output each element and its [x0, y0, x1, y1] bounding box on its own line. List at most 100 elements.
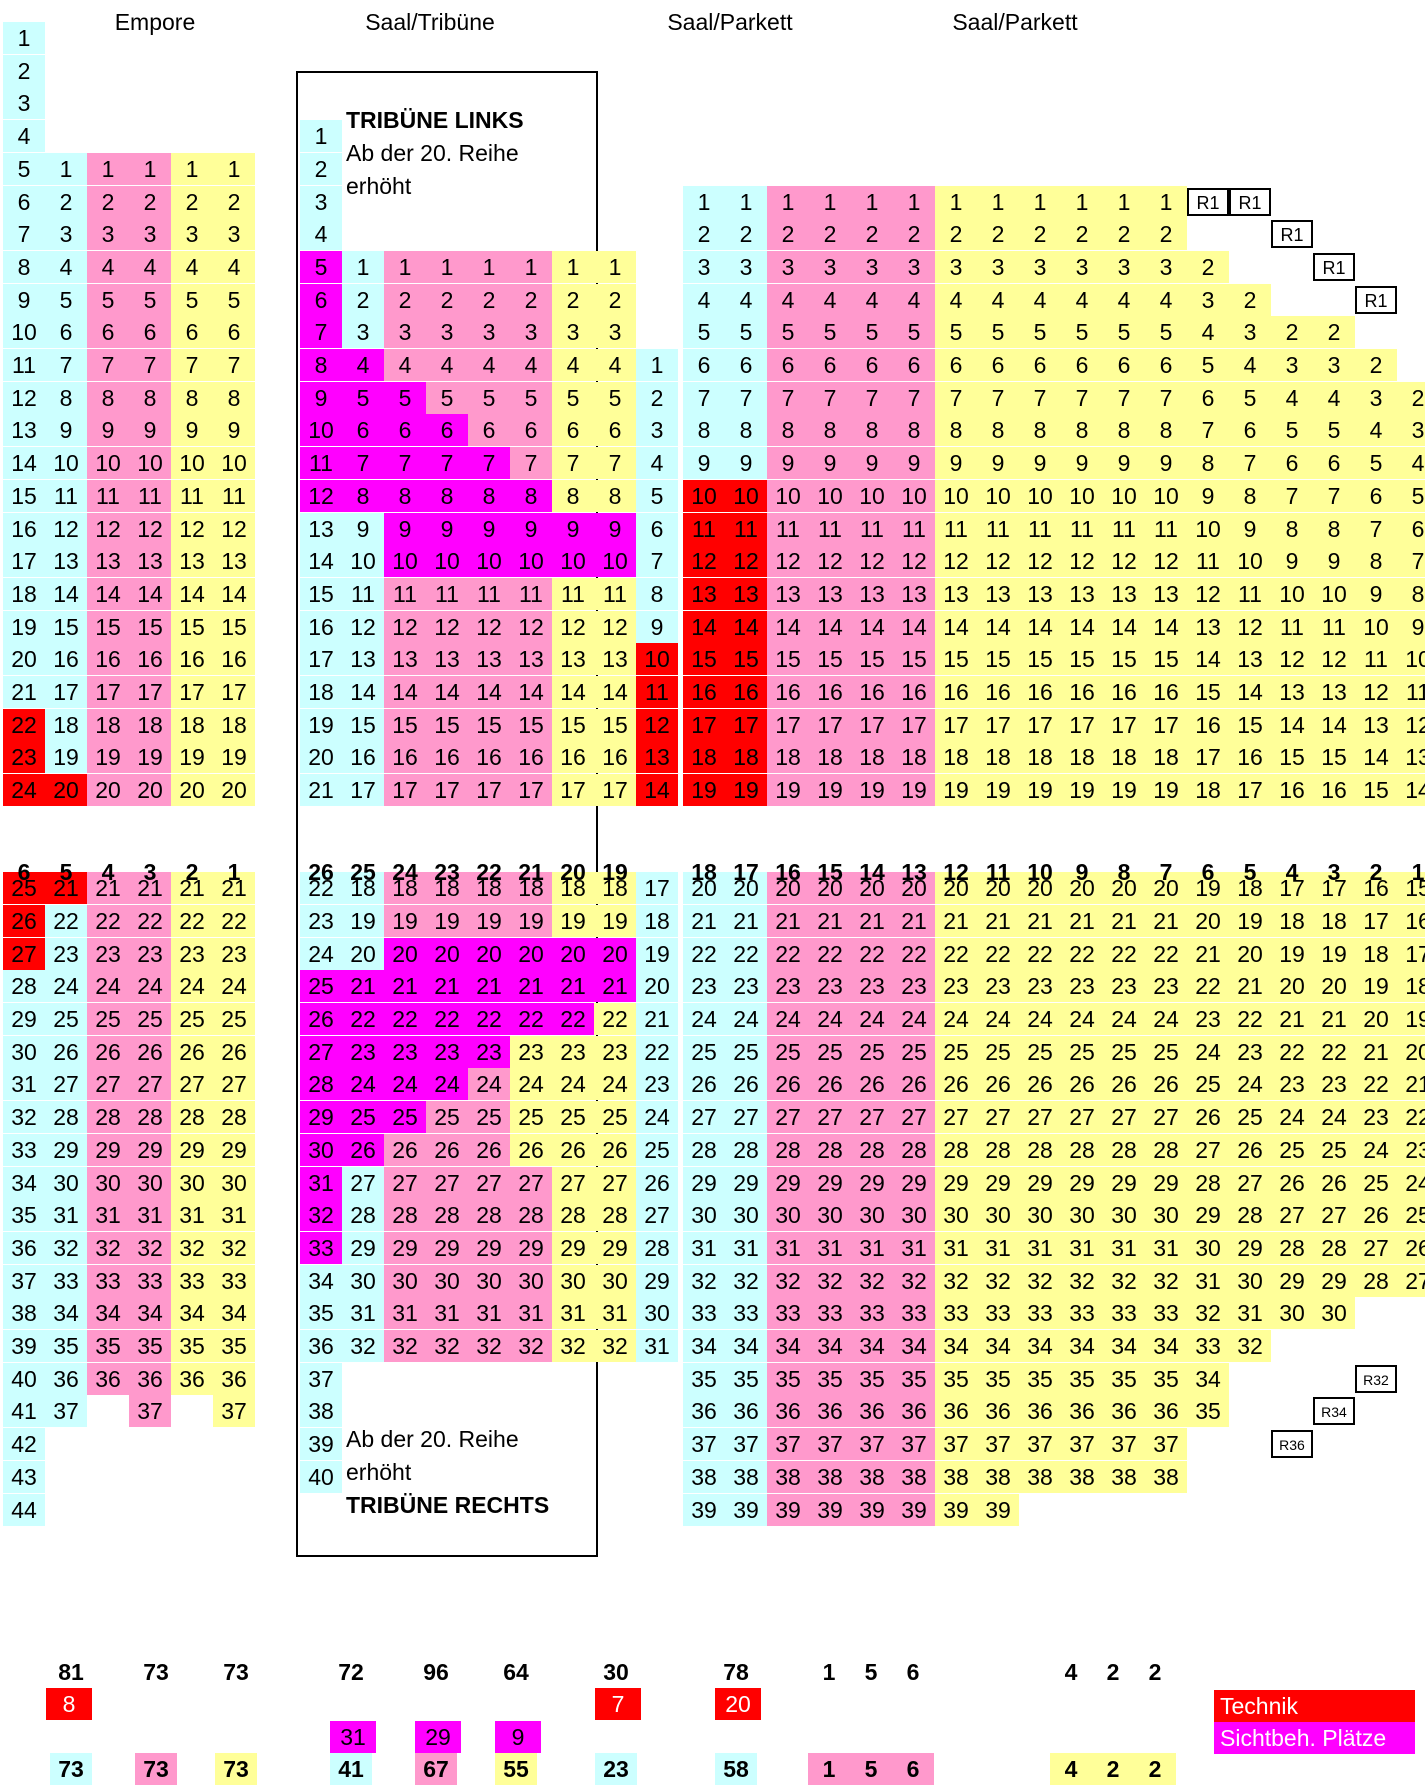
- seat: 8: [1355, 545, 1397, 578]
- seat: 5: [510, 381, 552, 414]
- seat: 16: [510, 741, 552, 774]
- seat: 36: [935, 1395, 977, 1428]
- seat: 24: [893, 1003, 935, 1035]
- seat: 26: [45, 1035, 87, 1068]
- seat: 29: [45, 1133, 87, 1166]
- seat: 27: [1397, 1264, 1425, 1297]
- seat: 18: [468, 872, 510, 905]
- seat: 34: [87, 1297, 129, 1330]
- seat: 13: [552, 643, 594, 676]
- seat: 15: [893, 643, 935, 676]
- seat: 2: [510, 283, 552, 316]
- seat: 30: [87, 1166, 129, 1199]
- block-header-seat: 16: [775, 858, 801, 885]
- seat: 18: [171, 708, 213, 741]
- seat: 1: [1145, 185, 1187, 218]
- reserved-seat-marker: R1: [1271, 220, 1313, 249]
- seat: 3: [1145, 250, 1187, 283]
- seat: 4: [468, 349, 510, 381]
- seat: 11: [552, 577, 594, 610]
- seat: 14: [935, 610, 977, 643]
- seat: 23: [1397, 1133, 1425, 1166]
- seat: 26: [1019, 1068, 1061, 1101]
- seat: 27: [809, 1101, 851, 1134]
- seat: 30: [1145, 1199, 1187, 1232]
- seat: 21: [468, 970, 510, 1003]
- seat: 24: [977, 1003, 1019, 1035]
- seat: 23: [45, 937, 87, 970]
- seat: 24: [851, 1003, 893, 1035]
- seat: 21: [809, 904, 851, 937]
- seat: 10: [1103, 479, 1145, 512]
- seat: 6: [129, 316, 171, 349]
- total-available: 73: [215, 1753, 257, 1785]
- seat: 17: [1103, 708, 1145, 741]
- seat: 21: [1355, 1035, 1397, 1068]
- seat: 25: [1229, 1101, 1271, 1134]
- seat: 18: [1061, 741, 1103, 774]
- block-header-seat: 1: [227, 858, 241, 885]
- seat: 20: [1397, 1035, 1425, 1068]
- seat: 29: [426, 1231, 468, 1264]
- reserved-seat-marker: R1: [1187, 187, 1229, 216]
- seat: 28: [552, 1199, 594, 1232]
- seat: 31: [636, 1330, 678, 1362]
- total-available: 73: [135, 1753, 177, 1785]
- total-available: 1: [808, 1753, 850, 1785]
- block-header-seat: 19: [602, 858, 628, 885]
- seat: 29: [213, 1133, 255, 1166]
- seat: 8: [683, 414, 725, 447]
- tribune-row-number: 40: [300, 1460, 342, 1493]
- seat: 14: [977, 610, 1019, 643]
- total-capacity: 4: [1064, 1659, 1078, 1685]
- seat: 31: [468, 1297, 510, 1330]
- seat: 4: [1019, 283, 1061, 316]
- seat: 18: [809, 741, 851, 774]
- seat: 17: [767, 708, 809, 741]
- seat: 32: [851, 1264, 893, 1297]
- empore-row-number: 4: [3, 120, 45, 153]
- seat: 7: [1271, 479, 1313, 512]
- seat: 13: [767, 577, 809, 610]
- seat: 39: [893, 1493, 935, 1526]
- seat: 6: [1061, 349, 1103, 381]
- seat: 25: [594, 1101, 636, 1134]
- seat: 24: [1061, 1003, 1103, 1035]
- seat: 29: [171, 1133, 213, 1166]
- seat: 9: [1145, 447, 1187, 480]
- seat: 8: [1397, 577, 1425, 610]
- seat: 27: [1061, 1101, 1103, 1134]
- seat: 28: [342, 1199, 384, 1232]
- seat: 7: [1061, 381, 1103, 414]
- seat: 33: [893, 1297, 935, 1330]
- seat: 13: [510, 643, 552, 676]
- seat: 28: [1061, 1133, 1103, 1166]
- seat: 8: [510, 479, 552, 512]
- seat: 23: [725, 970, 767, 1003]
- seat: 20: [851, 872, 893, 905]
- seat: 4: [552, 349, 594, 381]
- seat: 10: [893, 479, 935, 512]
- seat: 14: [1313, 708, 1355, 741]
- seat: 20: [594, 937, 636, 970]
- seat: 5: [1061, 316, 1103, 349]
- block-header-seat: 18: [691, 858, 717, 885]
- seat: 7: [213, 349, 255, 381]
- seat: 19: [636, 937, 678, 970]
- seat: 31: [1187, 1264, 1229, 1297]
- seat: 2: [1145, 218, 1187, 251]
- seat: 31: [87, 1199, 129, 1232]
- seat: 33: [1103, 1297, 1145, 1330]
- seat: 32: [552, 1330, 594, 1362]
- seat: 5: [1103, 316, 1145, 349]
- seat: 36: [1103, 1395, 1145, 1428]
- block-header-seat: 5: [1243, 858, 1257, 885]
- seat: 23: [1019, 970, 1061, 1003]
- seat: 27: [342, 1166, 384, 1199]
- seat: 3: [636, 414, 678, 447]
- seat: 28: [1313, 1231, 1355, 1264]
- seat: 1: [1103, 185, 1145, 218]
- seat: 8: [767, 414, 809, 447]
- empore-row-number: 27: [3, 937, 45, 970]
- seat: 26: [1355, 1199, 1397, 1232]
